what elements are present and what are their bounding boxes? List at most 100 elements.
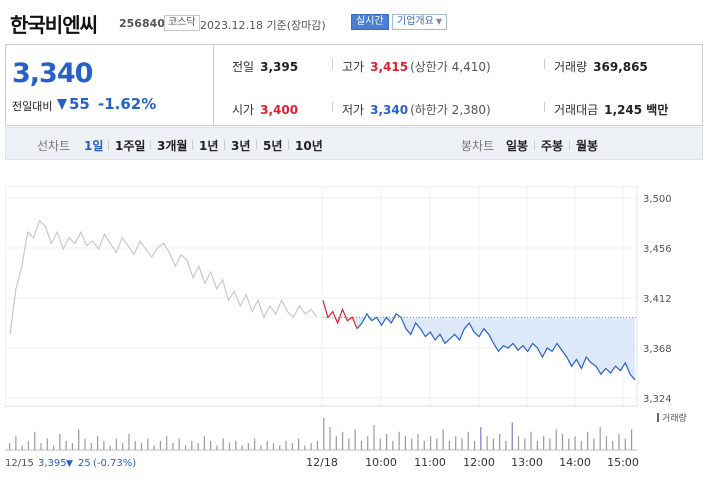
stock-name: 한국비엔씨	[10, 13, 98, 37]
prev-day-date: 12/15	[5, 458, 34, 469]
amount-value: 1,245 백만	[604, 103, 669, 117]
volume-bar	[52, 445, 55, 450]
volume-bar	[298, 438, 300, 450]
tab-10years[interactable]: 10년	[295, 139, 323, 153]
volume-bar	[599, 427, 601, 450]
tab-divider	[288, 140, 289, 150]
volume-bar	[473, 440, 476, 450]
plot-area	[4, 185, 638, 407]
volume-bar	[71, 443, 74, 450]
volume-bar	[555, 429, 557, 450]
high-cell: 고가 3,415 (상한가 4,410)	[342, 58, 491, 75]
volume-bar	[178, 438, 180, 450]
volume-bar	[291, 443, 293, 450]
price-summary: 3,340 전일대비 55 -1.62% 전일 3,395 고가 3,415 (상한가…	[5, 44, 703, 126]
tab-3months[interactable]: 3개월	[157, 139, 188, 153]
volume-cell: 거래량 369,865	[554, 58, 648, 75]
volume-bar	[228, 443, 231, 450]
volume-bar	[78, 429, 80, 450]
volume-bar	[103, 440, 105, 450]
volume-bar	[172, 443, 174, 450]
volume-bar	[323, 418, 325, 450]
chevron-down-icon: ▼	[435, 17, 442, 26]
tab-3years[interactable]: 3년	[231, 139, 251, 153]
chart-period-tabs: 선차트 1일 1주일 3개월 1년 3년 5년 10년 봉차트 일봉 주봉 월봉	[5, 127, 703, 160]
volume-bar	[84, 438, 86, 450]
open-cell: 시가 3,400	[232, 101, 298, 118]
high-label: 고가	[342, 60, 365, 74]
volume-bar	[549, 438, 551, 450]
volume-value: 369,865	[593, 60, 648, 74]
prev-close-value: 3,395	[260, 60, 299, 74]
price-chart-svg: 3,500 3,456 3,412 3,368 3,324 거래량 12/18 10:00 11…	[4, 185, 687, 469]
volume-bar	[266, 440, 268, 450]
date-suffix: 기준(장마감)	[266, 19, 326, 32]
volume-bar	[341, 431, 344, 450]
volume-bar	[40, 443, 42, 450]
divider	[332, 59, 333, 69]
volume-bar	[285, 440, 287, 450]
volume-bar	[27, 440, 30, 450]
tab-monthly-candle[interactable]: 월봉	[576, 139, 599, 153]
tab-daily-candle[interactable]: 일봉	[506, 139, 529, 153]
y-tick-label: 3,456	[643, 244, 672, 255]
volume-bar	[593, 438, 595, 450]
volume-bar	[467, 431, 469, 450]
realtime-button[interactable]: 실시간	[351, 14, 389, 30]
tab-1day[interactable]: 1일	[84, 139, 104, 153]
series-line-today	[356, 312, 636, 381]
volume-bar	[436, 438, 438, 450]
reference-date: 2023.12.18 기준(장마감)	[200, 17, 326, 33]
down-arrow-icon	[57, 99, 67, 110]
tab-1week[interactable]: 1주일	[115, 139, 146, 153]
volume-bar	[134, 440, 136, 450]
volume-bar	[499, 434, 501, 450]
tab-weekly-candle[interactable]: 주봉	[541, 139, 564, 153]
intraday-chart[interactable]: 3,500 3,456 3,412 3,368 3,324 거래량 12/18 10:00 11…	[4, 185, 703, 476]
volume-bar	[373, 424, 375, 450]
volume-bar	[612, 440, 614, 450]
volume-bar	[329, 427, 331, 450]
volume-bar	[442, 429, 444, 450]
lower-limit: (하한가 2,380)	[410, 103, 491, 117]
volume-bar	[492, 438, 494, 450]
volume-bar	[128, 434, 130, 450]
divider	[544, 59, 545, 69]
amount-label: 거래대금	[554, 103, 599, 117]
x-tick-label: 12:00	[463, 456, 495, 469]
volume-bar	[191, 440, 193, 450]
below-prev-close-fill	[323, 317, 635, 380]
prev-day-change-pct: (-0.73%)	[93, 458, 136, 469]
tab-divider	[569, 140, 570, 150]
current-price: 3,340	[12, 58, 93, 89]
volume-legend-label: 거래량	[662, 412, 687, 424]
tab-5years[interactable]: 5년	[263, 139, 283, 153]
volume-bar	[429, 436, 432, 450]
y-tick-label: 3,412	[643, 294, 672, 305]
tab-divider	[192, 140, 193, 150]
volume-bar	[354, 429, 356, 450]
volume-bar	[568, 438, 570, 450]
volume-bar	[536, 440, 538, 450]
volume-bar	[587, 431, 589, 450]
change-percent: -1.62%	[98, 95, 157, 113]
volume-bar	[561, 434, 564, 450]
volume-bar	[448, 440, 450, 450]
x-tick-label: 10:00	[365, 456, 397, 469]
volume-bar	[197, 443, 199, 450]
volume-bar	[96, 436, 99, 450]
volume-bar	[605, 436, 608, 450]
volume-bar	[59, 434, 61, 450]
prev-day-change: 25	[78, 458, 91, 469]
upper-limit: (상한가 4,410)	[410, 60, 491, 74]
company-overview-button[interactable]: 기업개요 ▼	[392, 14, 447, 30]
volume-bar	[517, 436, 520, 450]
volume-bar	[631, 429, 633, 450]
volume-bar	[153, 445, 155, 450]
volume-bar	[216, 445, 218, 450]
volume-bar	[260, 445, 262, 450]
down-arrow-icon: ▼	[66, 459, 73, 469]
volume-bar	[461, 438, 463, 450]
volume-bar	[122, 443, 124, 450]
tab-1year[interactable]: 1년	[199, 139, 219, 153]
